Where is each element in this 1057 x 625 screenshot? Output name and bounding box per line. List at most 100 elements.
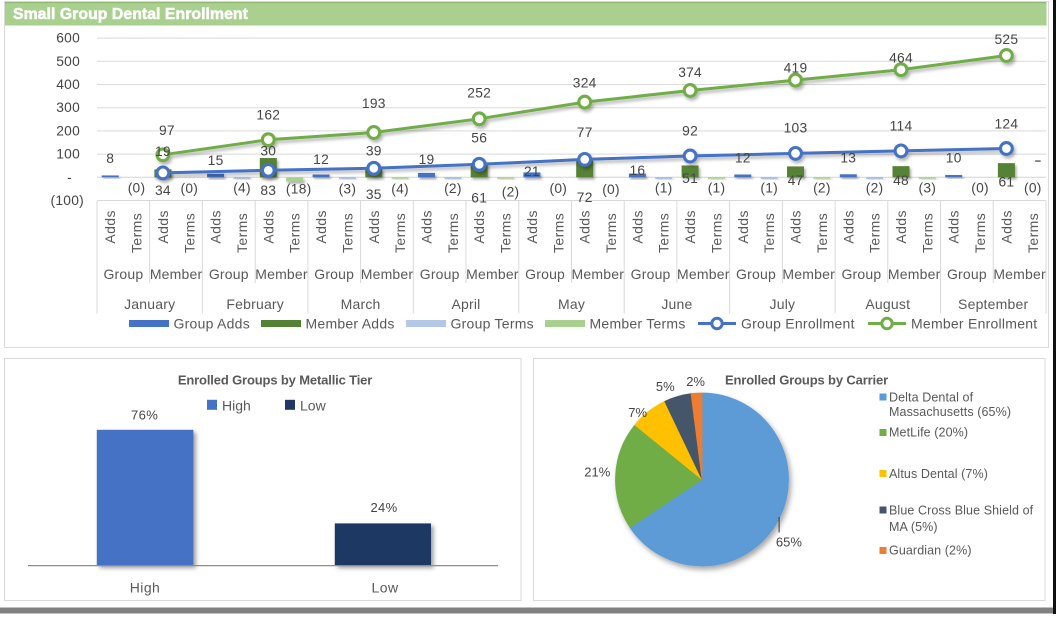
svg-text:Terms: Terms [867, 213, 883, 253]
svg-text:374: 374 [678, 65, 702, 80]
svg-text:July: July [770, 296, 796, 312]
svg-text:Blue Cross Blue Shield of: Blue Cross Blue Shield of [889, 504, 1034, 518]
svg-text:8: 8 [106, 151, 114, 166]
svg-text:Adds: Adds [946, 210, 962, 244]
svg-text:400: 400 [56, 77, 80, 92]
svg-text:12: 12 [313, 152, 329, 167]
svg-text:(0): (0) [180, 181, 198, 196]
svg-text:Terms: Terms [656, 213, 672, 253]
svg-text:Terms: Terms [550, 213, 566, 253]
svg-text:Terms: Terms [972, 213, 988, 253]
svg-text:Group: Group [736, 266, 776, 282]
svg-text:19: 19 [419, 152, 435, 167]
svg-text:162: 162 [256, 108, 280, 123]
svg-text:35: 35 [366, 187, 382, 202]
svg-text:June: June [661, 296, 692, 312]
svg-text:-: - [67, 170, 72, 185]
svg-text:Adds: Adds [682, 210, 698, 244]
svg-text:Group: Group [841, 266, 881, 282]
svg-text:Terms: Terms [814, 213, 830, 253]
svg-text:Adds: Adds [366, 210, 382, 244]
svg-text:September: September [958, 296, 1028, 312]
svg-text:May: May [558, 296, 585, 312]
svg-text:Group: Group [420, 266, 460, 282]
svg-text:Altus Dental (7%): Altus Dental (7%) [889, 467, 988, 481]
svg-text:600: 600 [56, 31, 80, 46]
svg-text:Member: Member [677, 266, 730, 282]
svg-text:Group Enrollment: Group Enrollment [741, 316, 855, 332]
svg-text:Group: Group [103, 266, 143, 282]
svg-text:Group Terms: Group Terms [451, 316, 534, 332]
svg-text:16: 16 [629, 163, 645, 178]
svg-text:Terms: Terms [129, 213, 145, 253]
svg-text:Adds: Adds [840, 210, 856, 244]
svg-text:Adds: Adds [629, 210, 645, 244]
svg-text:Adds: Adds [208, 210, 224, 244]
svg-text:Member: Member [572, 266, 625, 282]
svg-text:Adds: Adds [260, 210, 276, 244]
svg-text:61: 61 [998, 174, 1014, 189]
svg-text:Member: Member [993, 266, 1046, 282]
svg-text:(2): (2) [502, 185, 520, 200]
svg-text:92: 92 [682, 124, 698, 139]
svg-text:(3): (3) [918, 180, 936, 195]
svg-text:Terms: Terms [445, 213, 461, 253]
svg-text:Member: Member [150, 266, 203, 282]
svg-text:65%: 65% [776, 535, 802, 550]
svg-text:419: 419 [784, 61, 808, 76]
svg-text:Terms: Terms [761, 213, 777, 253]
svg-text:Adds: Adds [313, 210, 329, 244]
svg-text:7%: 7% [628, 405, 647, 420]
svg-text:Adds: Adds [788, 210, 804, 244]
svg-text:Member Terms: Member Terms [590, 316, 686, 332]
svg-text:Terms: Terms [709, 213, 725, 253]
svg-text:(100): (100) [51, 193, 84, 208]
svg-text:19: 19 [155, 144, 171, 159]
svg-text:Group Adds: Group Adds [174, 316, 250, 332]
svg-text:252: 252 [467, 85, 491, 100]
svg-text:Group: Group [525, 266, 565, 282]
svg-text:Member: Member [361, 266, 414, 282]
svg-text:(3): (3) [339, 181, 357, 196]
svg-text:February: February [226, 296, 284, 312]
svg-text:Adds: Adds [524, 210, 540, 244]
svg-text:Member: Member [466, 266, 519, 282]
svg-text:10: 10 [946, 150, 962, 165]
svg-text:24%: 24% [370, 500, 397, 515]
svg-text:83: 83 [260, 183, 276, 198]
svg-text:Terms: Terms [339, 213, 355, 253]
svg-text:12: 12 [735, 150, 751, 165]
svg-text:(4): (4) [233, 181, 251, 196]
svg-text:5%: 5% [656, 379, 675, 394]
svg-text:77: 77 [577, 125, 593, 140]
svg-text:(0): (0) [602, 182, 620, 197]
svg-text:Enrolled Groups by Metallic Ti: Enrolled Groups by Metallic Tier [178, 372, 372, 387]
svg-text:MetLife (20%): MetLife (20%) [889, 426, 968, 440]
svg-text:August: August [865, 296, 910, 312]
svg-text:324: 324 [573, 75, 597, 90]
svg-text:Adds: Adds [102, 210, 118, 244]
svg-text:97: 97 [159, 123, 175, 138]
svg-text:MA (5%): MA (5%) [889, 520, 938, 534]
svg-text:193: 193 [362, 96, 386, 111]
svg-text:Member Adds: Member Adds [306, 316, 395, 332]
svg-text:Massachusetts (65%): Massachusetts (65%) [889, 405, 1011, 419]
svg-text:Member Enrollment: Member Enrollment [911, 316, 1037, 332]
svg-text:(0): (0) [971, 180, 989, 195]
svg-text:Small Group Dental Enrollment: Small Group Dental Enrollment [13, 6, 249, 23]
svg-text:Terms: Terms [287, 213, 303, 253]
svg-text:(0): (0) [549, 181, 567, 196]
svg-text:Adds: Adds [998, 210, 1014, 244]
svg-text:Low: Low [300, 397, 327, 413]
svg-text:High: High [130, 580, 161, 596]
svg-text:Adds: Adds [419, 210, 435, 244]
svg-text:13: 13 [840, 150, 856, 165]
svg-text:Group: Group [209, 266, 249, 282]
svg-text:(0): (0) [1024, 180, 1042, 195]
svg-text:Terms: Terms [181, 213, 197, 253]
svg-text:(0): (0) [128, 180, 146, 195]
svg-text:525: 525 [995, 32, 1019, 47]
svg-text:300: 300 [56, 100, 80, 115]
svg-text:Adds: Adds [735, 210, 751, 244]
svg-text:Terms: Terms [1025, 213, 1041, 253]
